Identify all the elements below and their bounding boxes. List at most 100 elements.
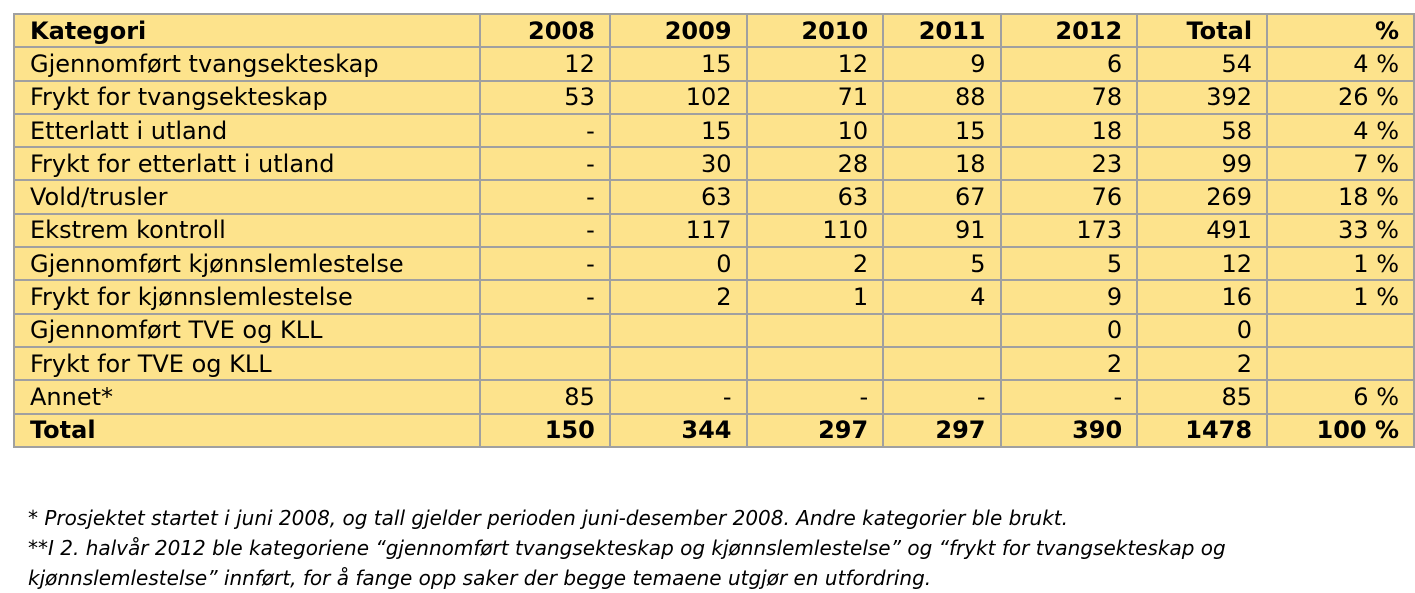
row-label-cell: Total [13, 412, 481, 448]
statistics-table-container: Kategori 2008 2009 2010 2011 2012 Total% Gjenno… [13, 12, 1415, 448]
row-label-cell: Gjennomført TVE og KLL [13, 312, 481, 348]
value-cell: 4 % [1266, 46, 1415, 82]
value-cell: 150 [478, 412, 611, 448]
row-label-cell: Gjennomført kjønnslemlestelse [13, 246, 481, 282]
value-cell: 30 [608, 146, 748, 182]
row-label-cell: Etterlatt i utland [13, 112, 481, 149]
value-cell: 2 [745, 246, 885, 282]
statistics-table: Kategori 2008 2009 2010 2011 2012 Total% Gjenno… [13, 12, 1415, 448]
value-cell: 100 % [1266, 412, 1415, 448]
value-cell: 0 [1136, 312, 1269, 348]
value-cell: 78 [999, 79, 1139, 115]
value-cell: 71 [745, 79, 885, 115]
value-cell: 63 [608, 179, 748, 215]
value-cell: 18 [999, 112, 1139, 149]
value-cell: 269 [1136, 179, 1269, 215]
value-cell: - [882, 379, 1002, 415]
value-cell: 4 % [1266, 112, 1415, 149]
value-cell: 0 [608, 246, 748, 282]
value-cell [882, 345, 1002, 382]
value-cell: 76 [999, 179, 1139, 215]
value-cell: 2008 [478, 12, 611, 49]
value-cell: - [608, 379, 748, 415]
row-label-cell: Annet* [13, 379, 481, 415]
value-cell: 4 [882, 279, 1002, 315]
table-row: Vold/trusler -63 63 67 76 269 18 % [13, 179, 1415, 215]
value-cell [745, 345, 885, 382]
table-row: Gjennomført tvangsekteskap 12 15 12 9 6 54 4 % [13, 46, 1415, 82]
value-cell: 390 [999, 412, 1139, 448]
value-cell: 88 [882, 79, 1002, 115]
value-cell: - [478, 179, 611, 215]
value-cell [882, 312, 1002, 348]
footnote-1: * Prosjektet startet i juni 2008, og tal… [28, 506, 1069, 530]
value-cell: 58 [1136, 112, 1269, 149]
value-cell: 18 % [1266, 179, 1415, 215]
value-cell: 2 [1136, 345, 1269, 382]
value-cell: 9 [882, 46, 1002, 82]
value-cell: 91 [882, 212, 1002, 249]
value-cell: - [478, 212, 611, 249]
value-cell: 1 % [1266, 246, 1415, 282]
value-cell: Total [1136, 12, 1269, 49]
footnotes: * Prosjektet startet i juni 2008, og tal… [28, 503, 1398, 593]
value-cell: 5 [882, 246, 1002, 282]
value-cell [1266, 312, 1415, 348]
value-cell: 2 [608, 279, 748, 315]
table-row: Etterlatt i utland -15 10 15 18 58 4 % [13, 112, 1415, 149]
value-cell: 344 [608, 412, 748, 448]
value-cell: 102 [608, 79, 748, 115]
row-label-cell: Frykt for tvangsekteskap [13, 79, 481, 115]
value-cell: - [999, 379, 1139, 415]
value-cell [608, 312, 748, 348]
value-cell [608, 345, 748, 382]
value-cell: 26 % [1266, 79, 1415, 115]
row-label-cell: Frykt for TVE og KLL [13, 345, 481, 382]
row-label-cell: Frykt for etterlatt i utland [13, 146, 481, 182]
value-cell [478, 312, 611, 348]
value-cell: 491 [1136, 212, 1269, 249]
value-cell: 54 [1136, 46, 1269, 82]
value-cell: 63 [745, 179, 885, 215]
value-cell: 2 [999, 345, 1139, 382]
footnote-2-line-2: kjønnslemlestelse” innført, for å fange … [28, 566, 932, 590]
value-cell: % [1266, 12, 1415, 49]
value-cell: 15 [608, 46, 748, 82]
value-cell: 67 [882, 179, 1002, 215]
value-cell: 297 [745, 412, 885, 448]
value-cell: 15 [882, 112, 1002, 149]
value-cell: - [745, 379, 885, 415]
row-label-cell: Kategori [13, 12, 481, 49]
value-cell [1266, 345, 1415, 382]
value-cell: 7 % [1266, 146, 1415, 182]
value-cell: 85 [1136, 379, 1269, 415]
value-cell: 12 [1136, 246, 1269, 282]
row-label-cell: Ekstrem kontroll [13, 212, 481, 249]
value-cell: 297 [882, 412, 1002, 448]
value-cell: 110 [745, 212, 885, 249]
value-cell: 12 [478, 46, 611, 82]
value-cell: 2012 [999, 12, 1139, 49]
table-row: Frykt for TVE og KLL 2 2 [13, 345, 1415, 382]
value-cell: 85 [478, 379, 611, 415]
table-row: Frykt for etterlatt i utland -30 28 18 23 99 7… [13, 146, 1415, 182]
value-cell: 18 [882, 146, 1002, 182]
table-row: Ekstrem kontroll -117 110 91 173 491 33 % [13, 212, 1415, 249]
value-cell: 117 [608, 212, 748, 249]
row-label-cell: Gjennomført tvangsekteskap [13, 46, 481, 82]
footnote-2-line-1: **I 2. halvår 2012 ble kategoriene “gjen… [28, 536, 1226, 560]
value-cell: - [478, 279, 611, 315]
table-row: Frykt for kjønnslemlestelse -2 1 4 9 16 1 % [13, 279, 1415, 315]
value-cell: - [478, 246, 611, 282]
value-cell: - [478, 112, 611, 149]
value-cell: 53 [478, 79, 611, 115]
value-cell: 28 [745, 146, 885, 182]
value-cell: 392 [1136, 79, 1269, 115]
row-label-cell: Vold/trusler [13, 179, 481, 215]
row-label-cell: Frykt for kjønnslemlestelse [13, 279, 481, 315]
table-header-row: Kategori 2008 2009 2010 2011 2012 Total% [13, 12, 1415, 49]
value-cell: 10 [745, 112, 885, 149]
value-cell [478, 345, 611, 382]
value-cell: 1 [745, 279, 885, 315]
value-cell: 6 % [1266, 379, 1415, 415]
